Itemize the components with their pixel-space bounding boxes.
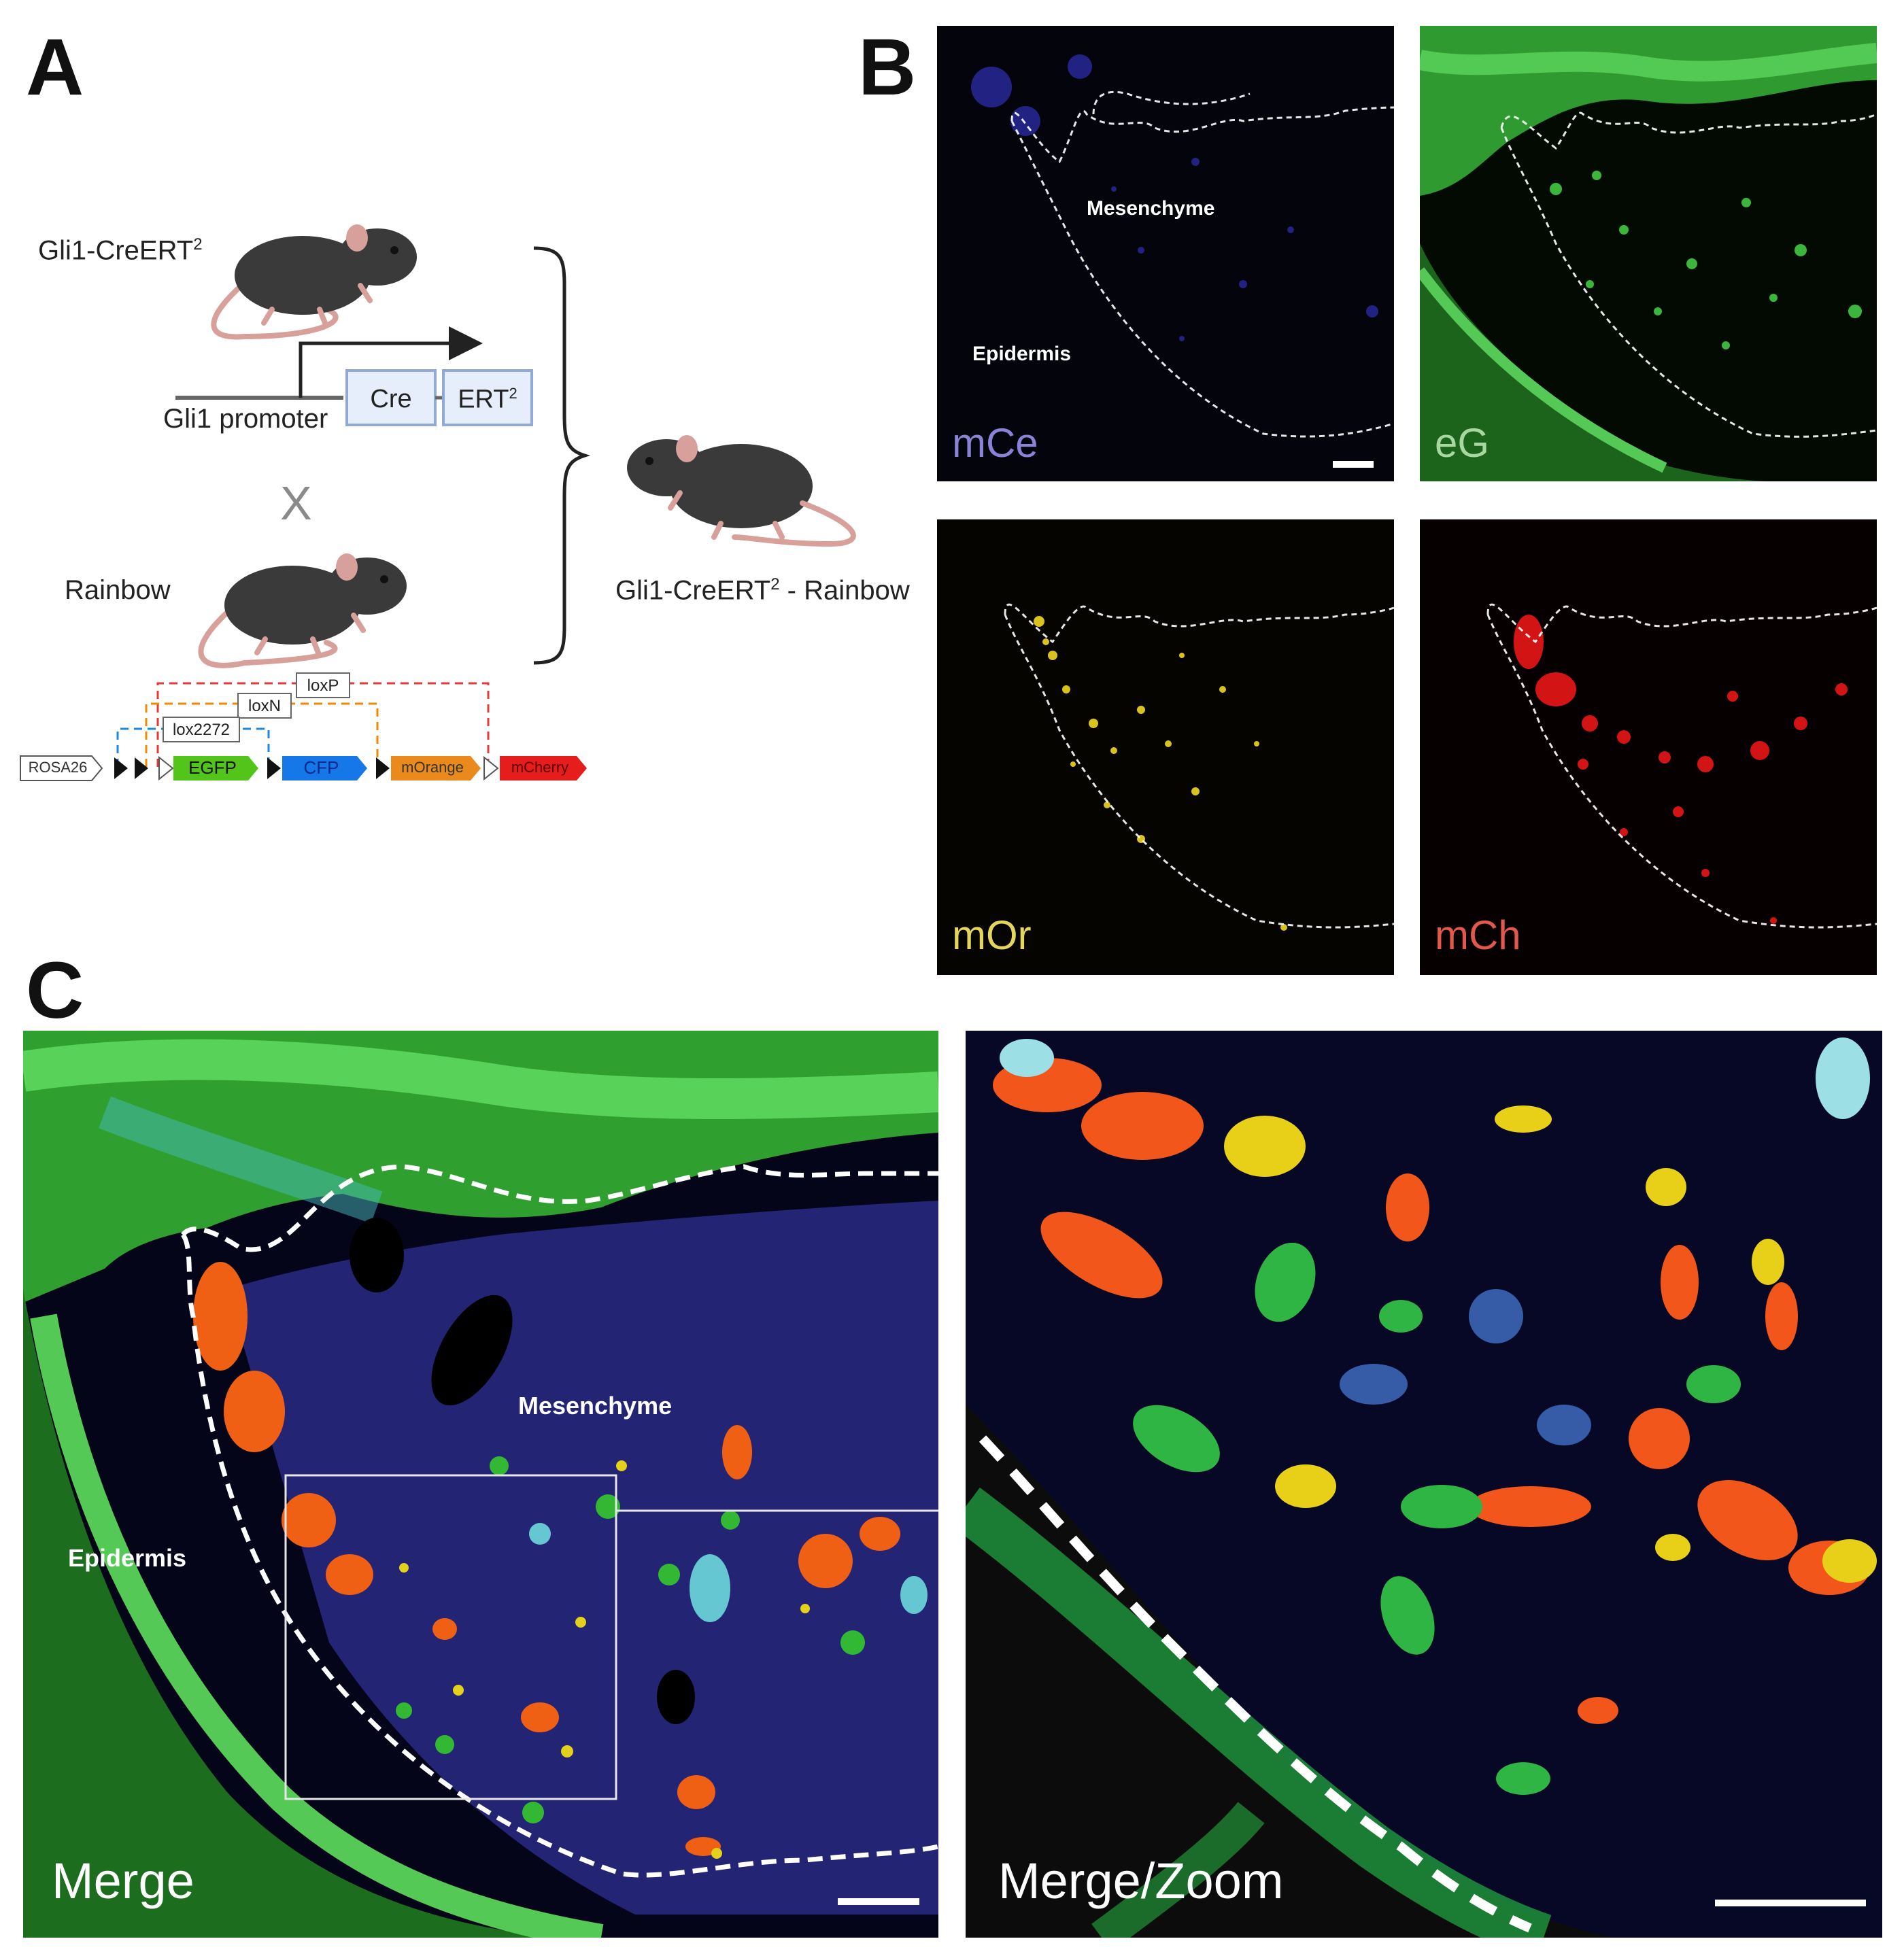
channel-label-mce: mCe [952,420,1038,466]
mesenchyme-label: Mesenchyme [518,1392,673,1420]
lox-tag: loxP [307,676,339,695]
fluorescence-micrograph [937,519,1394,975]
fluorescence-micrograph [937,26,1394,481]
breeding-diagram [0,0,938,816]
channel-image-mch [1420,519,1877,975]
parent2-label: Rainbow [65,575,171,605]
mesenchyme-label: Mesenchyme [1087,197,1215,220]
breeding-diagram-graphics [20,224,856,781]
channel-image-eg [1420,26,1877,481]
lox-tag: lox2272 [172,721,231,739]
panel-letter-a: A [26,22,84,112]
merge-zoom-label: Merge/Zoom [998,1853,1284,1909]
fluorescence-micrograph [1420,519,1877,975]
fluorescence-micrograph [966,1031,1882,1938]
lox-tag: loxN [248,697,281,715]
epidermis-label: Epidermis [68,1544,187,1572]
channel-label-mor: mOr [952,912,1032,958]
cross-symbol: X [280,477,312,530]
promoter-label: Gli1 promoter [163,404,328,434]
merge-zoom-image [966,1031,1882,1938]
mouse-icon [198,553,407,668]
mouse-icon [627,435,856,547]
panel-letter-b: B [858,22,917,112]
mouse-icon [211,224,417,340]
channel-image-mor [937,519,1394,975]
channel-label-eg: eG [1435,420,1490,466]
epidermis-label: Epidermis [972,343,1072,365]
merge-image [23,1031,938,1938]
construct-element: ROSA26 [28,759,88,776]
construct-element: CFP [303,757,339,778]
construct-element: mOrange [401,759,464,776]
cre-box-label: Cre [370,385,412,413]
construct-element: EGFP [188,757,237,778]
ert-box-label: ERT2 [458,385,517,414]
parent1-label: Gli1-CreERT2 [38,235,203,266]
merge-label: Merge [52,1853,194,1909]
offspring-label: Gli1-CreERT2 - Rainbow [615,575,910,606]
fluorescence-micrograph [23,1031,938,1938]
channel-label-mch: mCh [1435,912,1521,958]
panel-letter-c: C [26,946,84,1035]
fluorescence-micrograph [1420,26,1877,481]
channel-image-mce [937,26,1394,481]
construct-element: mCherry [511,759,569,776]
